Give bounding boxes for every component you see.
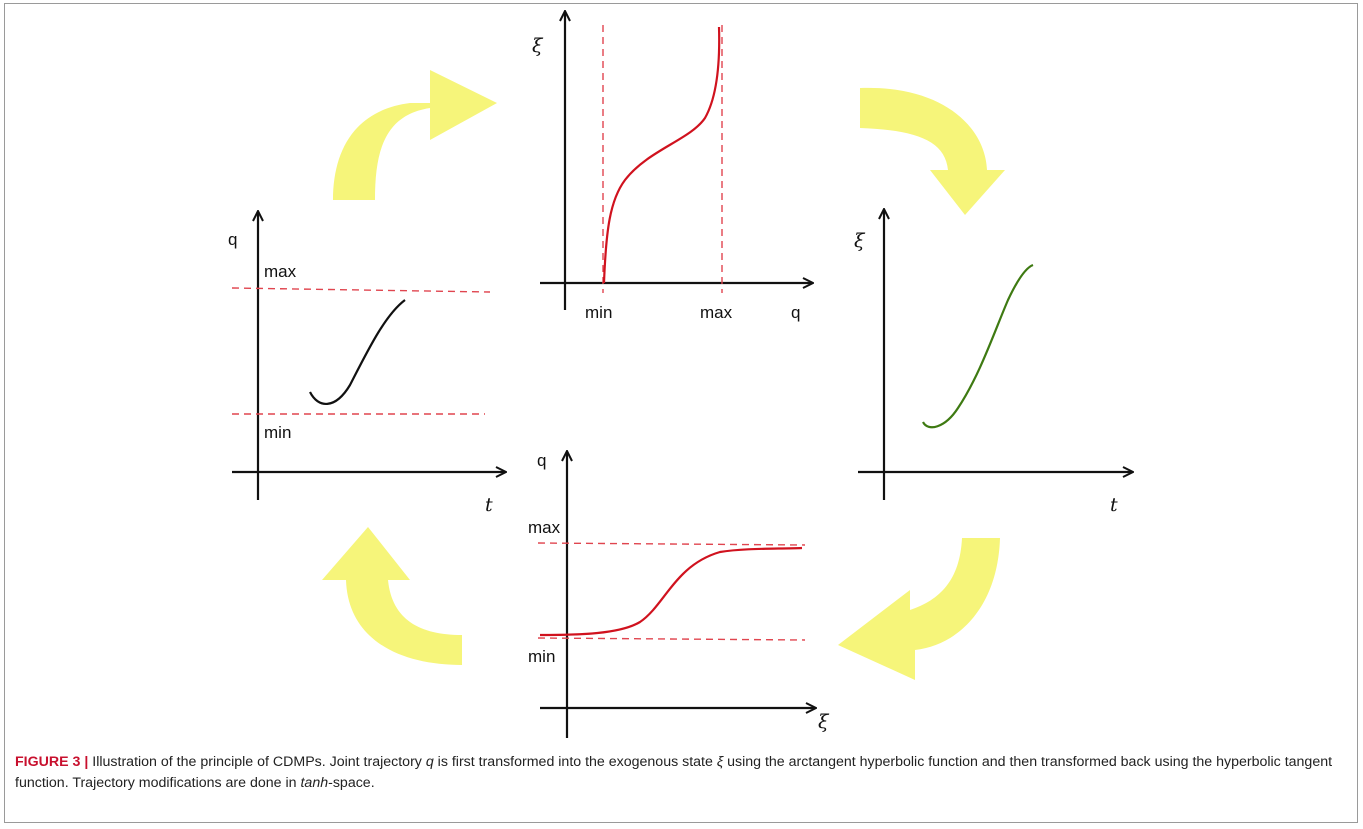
min-label: min — [264, 423, 291, 442]
x-axis-label: ξ — [818, 711, 830, 733]
arrow-bottom-right-icon — [838, 538, 1000, 680]
y-axis-label: ξ — [854, 230, 866, 252]
x-axis-label: q — [791, 303, 800, 322]
y-axis-label: ξ — [532, 35, 544, 57]
min-label: min — [585, 303, 612, 322]
figure-label: FIGURE 3 | — [15, 754, 89, 770]
panel-tanh-map: q max min ξ — [528, 451, 830, 738]
joint-trajectory-curve — [309, 299, 406, 405]
panel-joint-space: q max min t — [228, 212, 505, 516]
arrow-top-right-icon — [860, 87, 1005, 215]
tanh-curve — [539, 546, 803, 637]
min-limit-line — [537, 637, 806, 641]
max-label: max — [528, 518, 561, 537]
panel-tanh-space: ξ t — [854, 210, 1132, 516]
figure-illustration: q max min t ξ min max q ξ t q max min ξ — [228, 0, 1363, 738]
panel-atanh-map: ξ min max q — [532, 12, 812, 322]
y-axis-label: q — [537, 451, 546, 470]
x-axis-label: t — [1110, 494, 1118, 516]
arrow-top-left-icon — [333, 70, 497, 200]
max-limit-line — [537, 542, 806, 546]
figure-frame — [4, 3, 1358, 823]
atanh-curve — [602, 26, 721, 284]
max-label: max — [700, 303, 733, 322]
max-label: max — [264, 262, 297, 281]
cycle-arrows — [322, 70, 1005, 680]
figure-caption: FIGURE 3 | Illustration of the principle… — [15, 754, 1333, 791]
x-axis-label: t — [485, 494, 493, 516]
min-label: min — [528, 647, 555, 666]
tanh-space-curve — [922, 263, 1034, 429]
arrow-bottom-left-icon — [322, 527, 462, 665]
y-axis-label: q — [228, 230, 237, 249]
max-limit-line — [231, 287, 491, 293]
